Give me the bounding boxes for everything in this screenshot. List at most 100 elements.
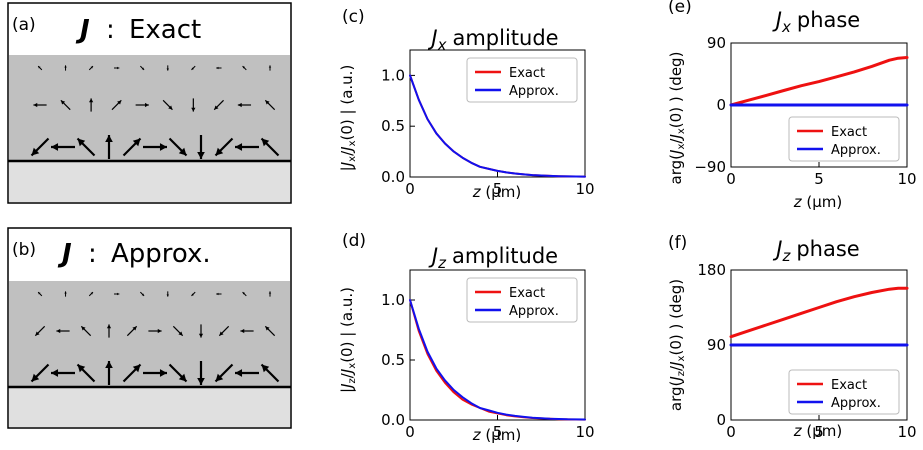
y-tick-label: 90 [707, 34, 726, 52]
x-tick-label: 5 [493, 180, 503, 198]
chart-f-series [729, 286, 909, 347]
x-tick-label: 0 [405, 180, 415, 198]
x-tick-label: 0 [726, 170, 736, 188]
field-arrow [37, 291, 43, 297]
vector-field-panel-a: (a) J : Exact [7, 2, 292, 204]
chart-d-title-sub: z [437, 254, 447, 272]
field-arrow [111, 99, 122, 111]
field-arrow [191, 65, 196, 71]
field-arrow [114, 66, 120, 70]
chart-f-legend: Exact Approx. [788, 369, 900, 415]
field-arrow [168, 363, 188, 383]
panel-a-field-region [9, 55, 290, 160]
legend-label: Approx. [831, 396, 881, 411]
panel-a-title: J : Exact [75, 15, 201, 45]
chart-f-xlabel: z (µm) [793, 422, 843, 440]
field-arrow [235, 143, 259, 151]
series-line-approx [409, 299, 586, 421]
chart-d-xlabel: z (µm) [472, 426, 522, 444]
chart-c-title: Jx amplitude [427, 26, 558, 54]
chart-d-title-symbol: J [428, 244, 438, 268]
panel-b-title: J : Approx. [57, 239, 211, 269]
field-arrow [240, 328, 254, 334]
y-tick-label: 0.5 [381, 351, 405, 369]
field-arrow [80, 325, 92, 337]
field-arrow [122, 137, 142, 157]
field-arrow [172, 325, 184, 337]
field-arrow [64, 291, 67, 297]
field-arrow [114, 292, 120, 296]
field-arrow [191, 291, 196, 297]
series-line-exact [729, 56, 909, 107]
field-arrow [235, 369, 259, 377]
chart-d: (d) Jz amplitude |Jz/Jx(0) | (a.u.) z (µm… [338, 231, 595, 444]
panel-b-substrate [9, 388, 290, 427]
field-arrow [64, 65, 67, 71]
field-arrow [88, 65, 94, 71]
y-tick-label: 180 [697, 261, 726, 279]
chart-c-xlabel: z (µm) [472, 183, 522, 201]
x-tick-label: 5 [814, 170, 824, 188]
y-tick-label: 0.5 [381, 117, 405, 135]
chart-c: (c) Jx amplitude |Jx/Jx(0) | (a.u.) z (µm… [338, 7, 595, 201]
field-arrow [126, 325, 138, 337]
chart-e-title: Jx phase [772, 8, 860, 36]
field-arrow [51, 369, 75, 377]
chart-f-letter: (f) [668, 233, 687, 253]
field-arrow [197, 135, 205, 159]
y-tick-label: −90 [694, 158, 726, 176]
field-arrow [143, 143, 167, 151]
chart-d-letter: (d) [342, 231, 366, 251]
y-tick-label: 90 [707, 336, 726, 354]
legend-label: Exact [509, 286, 545, 301]
field-arrow [30, 363, 50, 383]
chart-c-ticks: 0 5 10 0.0 0.5 1.0 [381, 66, 594, 198]
field-arrow [214, 137, 234, 157]
field-arrow [34, 325, 46, 337]
chart-c-letter: (c) [342, 7, 365, 27]
y-tick-label: 1.0 [381, 291, 405, 309]
field-arrow [260, 137, 280, 157]
field-arrow [140, 291, 145, 297]
chart-e-legend: Exact Approx. [788, 116, 900, 162]
chart-e-xlabel: z (µm) [793, 193, 843, 211]
field-arrow [264, 325, 276, 337]
field-arrow [105, 135, 113, 159]
legend-label: Exact [831, 378, 867, 393]
field-arrow [88, 291, 94, 297]
legend-label: Approx. [831, 143, 881, 158]
panel-b-field-region [9, 281, 290, 386]
vector-field-panel-b: (b) J : Approx. [7, 227, 292, 429]
chart-f: (f) Jz phase arg(Jz/Jx(0) ) (deg) z (µm) … [667, 233, 917, 441]
x-tick-label: 10 [897, 423, 916, 441]
x-tick-label: 0 [726, 423, 736, 441]
panel-a-substrate [9, 162, 290, 202]
panel-a-arrows [30, 65, 280, 159]
field-arrow [143, 369, 167, 377]
field-arrow [122, 363, 142, 383]
field-arrow [191, 98, 196, 112]
chart-d-ylabel: |Jz/Jx(0) | (a.u.) [338, 287, 358, 393]
chart-d-title: Jz amplitude [428, 244, 558, 272]
y-tick-label: 0.0 [381, 168, 405, 186]
field-arrow [197, 361, 205, 385]
field-arrow [237, 102, 252, 108]
chart-c-title-rest: amplitude [452, 26, 558, 50]
x-tick-label: 0 [405, 423, 415, 441]
field-arrow [51, 143, 75, 151]
legend-label: Exact [509, 66, 545, 81]
field-arrow [213, 99, 224, 111]
field-arrow [198, 324, 204, 338]
y-tick-label: 0 [716, 411, 726, 429]
field-arrow [218, 325, 230, 337]
chart-f-title: Jz phase [772, 237, 859, 265]
panel-b-arrows [30, 291, 280, 385]
field-arrow [76, 363, 96, 383]
field-arrow [260, 363, 280, 383]
chart-e-title-rest: phase [797, 8, 860, 32]
chart-d-legend: Exact Approx. [466, 277, 578, 323]
chart-c-ylabel: |Jx/Jx(0) | (a.u.) [338, 65, 358, 172]
field-arrow [33, 102, 47, 108]
